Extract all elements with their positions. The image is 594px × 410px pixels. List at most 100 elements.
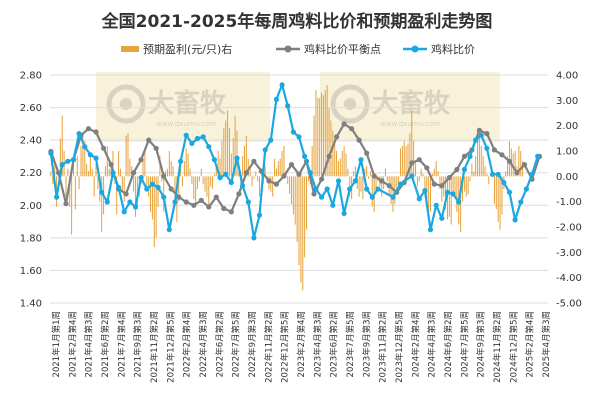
profit-bar <box>371 176 373 207</box>
profit-bar <box>430 176 432 212</box>
profit-bar <box>74 176 76 210</box>
profit-bar <box>118 151 120 177</box>
breakeven-point <box>153 145 159 151</box>
profit-bar <box>153 176 155 248</box>
left-tick-label: 2.60 <box>20 103 42 114</box>
x-tick-label: 2021年2月第4周 <box>67 311 78 377</box>
profit-bar <box>166 168 168 177</box>
ratio-point <box>127 199 133 205</box>
ratio-point <box>116 184 122 190</box>
profit-bar <box>514 151 516 177</box>
breakeven-point <box>63 201 69 207</box>
ratio-point <box>70 157 77 163</box>
profit-bar <box>253 176 255 179</box>
ratio-point <box>433 202 439 208</box>
profit-bar <box>463 176 465 192</box>
profit-bar <box>176 176 178 222</box>
profit-bar <box>78 176 80 189</box>
ratio-point <box>473 137 479 143</box>
ratio-point <box>285 103 291 109</box>
ratio-point <box>104 199 110 205</box>
x-tick-label: 2021年7月第4周 <box>116 311 127 377</box>
profit-bar <box>61 115 63 177</box>
x-tick-label: 2021年6月第2周 <box>100 311 111 377</box>
profit-bar <box>212 176 214 189</box>
profit-bar <box>422 173 424 177</box>
breakeven-point <box>341 121 347 127</box>
ratio-point <box>341 210 347 216</box>
ratio-point <box>495 171 501 177</box>
profit-bar <box>426 176 428 200</box>
profit-bar <box>185 148 187 177</box>
profit-bar <box>313 115 315 177</box>
breakeven-point <box>409 160 415 166</box>
ratio-point <box>490 171 496 177</box>
x-tick-label: 2024年6月第2周 <box>443 311 454 377</box>
breakeven-point <box>131 170 137 176</box>
profit-bar <box>488 176 490 184</box>
profit-bar <box>230 153 232 177</box>
x-tick-label: 2024年12月第5周 <box>508 311 519 383</box>
breakeven-point <box>183 199 189 205</box>
ratio-point <box>506 189 513 195</box>
ratio-point <box>223 171 229 177</box>
ratio-point <box>416 196 422 202</box>
profit-bar <box>155 176 157 238</box>
profit-bar <box>197 176 199 189</box>
breakeven-point <box>168 186 174 192</box>
breakeven-point <box>364 150 370 156</box>
profit-bar <box>277 161 279 177</box>
profit-bar <box>508 140 510 177</box>
profit-bar <box>362 176 364 200</box>
profit-bar <box>347 168 349 177</box>
profit-bar <box>88 171 90 177</box>
profit-bar <box>441 176 443 202</box>
profit-bar <box>257 176 259 182</box>
x-tick-label: 2024年7月第5周 <box>459 311 470 377</box>
profit-bar <box>480 145 482 177</box>
ratio-point <box>523 186 530 192</box>
x-tick-label: 2022年2月第4周 <box>182 311 193 377</box>
profit-bar <box>469 176 471 182</box>
profit-bar <box>330 120 332 177</box>
ratio-point <box>427 227 434 233</box>
profit-bar <box>437 171 439 177</box>
profit-bar <box>319 97 321 177</box>
breakeven-point <box>499 152 505 158</box>
profit-bar <box>522 161 524 177</box>
profit-bar <box>104 166 106 177</box>
profit-bar <box>91 168 93 177</box>
profit-bar <box>245 135 247 177</box>
ratio-point <box>422 188 428 194</box>
profit-bar <box>208 176 210 207</box>
profit-bar <box>450 176 452 225</box>
profit-bar <box>52 176 54 184</box>
profit-bar <box>324 90 326 177</box>
profit-bar <box>272 176 274 197</box>
ratio-point <box>172 199 178 205</box>
breakeven-point <box>296 171 302 177</box>
profit-bar <box>366 166 368 177</box>
profit-bar <box>187 153 189 177</box>
profit-bar <box>67 168 69 177</box>
breakeven-point <box>491 147 497 153</box>
profit-bar <box>407 143 409 177</box>
ratio-point <box>439 215 445 221</box>
ratio-point <box>240 183 246 189</box>
breakeven-point <box>85 126 92 132</box>
breakeven-point <box>476 127 482 133</box>
profit-bar <box>221 140 223 177</box>
profit-bar <box>89 156 91 177</box>
ratio-point <box>54 194 60 200</box>
ratio-point <box>347 186 353 192</box>
breakeven-point <box>334 134 340 140</box>
breakeven-point <box>281 173 287 179</box>
profit-bar <box>251 176 253 187</box>
ratio-point <box>273 96 279 102</box>
profit-bar <box>501 176 503 215</box>
profit-bar <box>298 176 300 265</box>
breakeven-point <box>288 162 295 168</box>
right-tick-label: 0.00 <box>556 172 578 183</box>
profit-bar <box>264 166 266 177</box>
ratio-point <box>302 153 308 159</box>
